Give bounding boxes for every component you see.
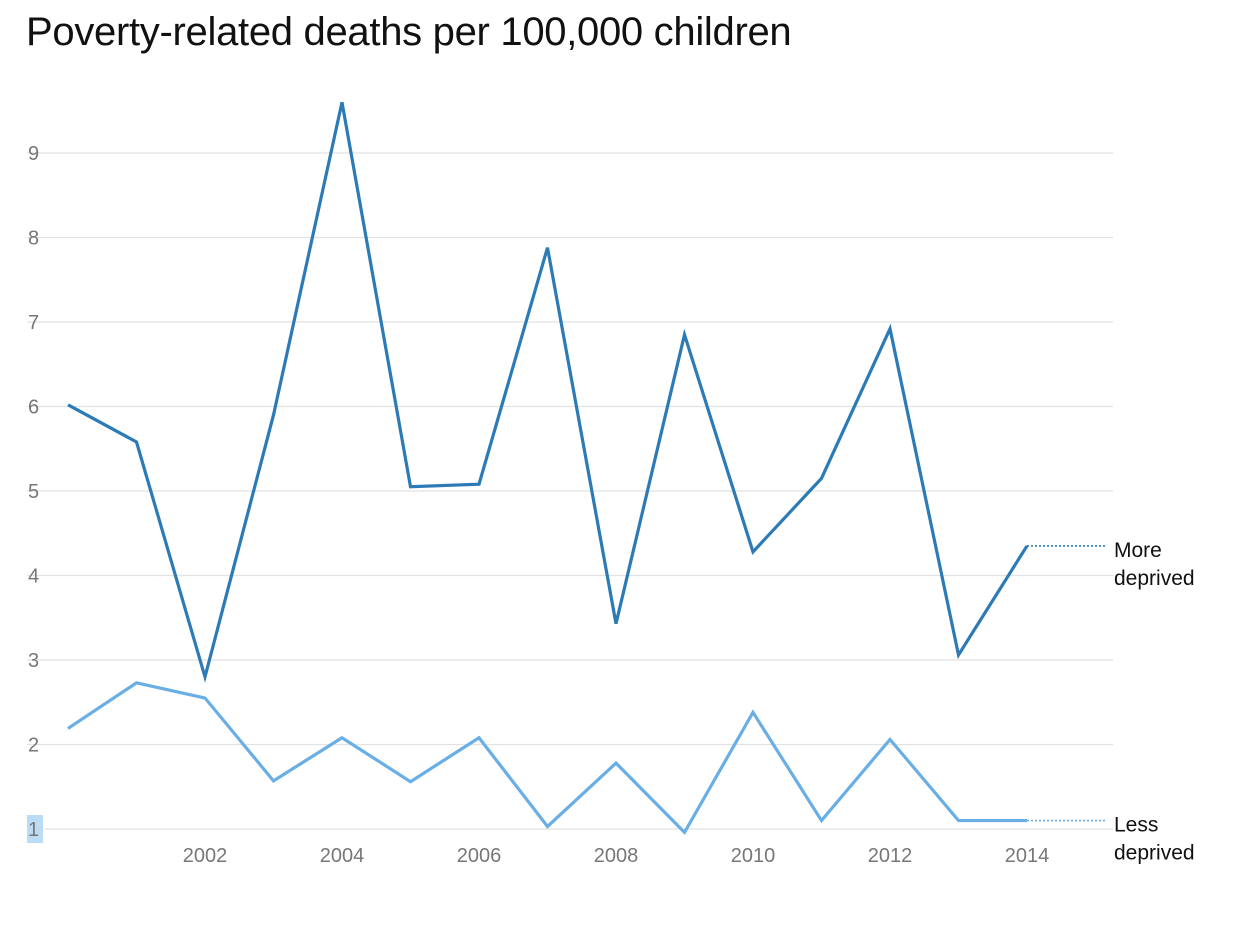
chart-title: Poverty-related deaths per 100,000 child… (26, 10, 792, 54)
x-tick-label-2014: 2014 (1005, 845, 1050, 867)
x-tick-label-2006: 2006 (457, 845, 502, 867)
y-tick-label-3: 3 (28, 650, 39, 672)
y-tick-1-highlight (27, 815, 43, 843)
x-tick-label-2012: 2012 (868, 845, 913, 867)
series-label-less-deprived-line-1: Less (1114, 814, 1158, 837)
y-tick-label-9: 9 (28, 143, 39, 165)
x-tick-label-2002: 2002 (183, 845, 228, 867)
series-line-more-deprived (67, 101, 1029, 683)
x-tick-label-2010: 2010 (731, 845, 776, 867)
series-label-more-deprived-line-1: More (1114, 539, 1162, 562)
series-line-less-deprived (67, 681, 1027, 836)
y-tick-label-6: 6 (28, 397, 39, 419)
y-tick-label-7: 7 (28, 312, 39, 334)
y-tick-label-2: 2 (28, 735, 39, 757)
series-label-less-deprived-line-2: deprived (1114, 842, 1195, 865)
x-tick-label-2008: 2008 (594, 845, 639, 867)
y-tick-label-4: 4 (28, 566, 39, 588)
x-tick-label-2004: 2004 (320, 845, 365, 867)
series-label-more-deprived-line-2: deprived (1114, 567, 1195, 590)
y-tick-label-1: 1 (28, 819, 39, 841)
y-tick-label-8: 8 (28, 228, 39, 250)
y-tick-label-5: 5 (28, 481, 39, 503)
